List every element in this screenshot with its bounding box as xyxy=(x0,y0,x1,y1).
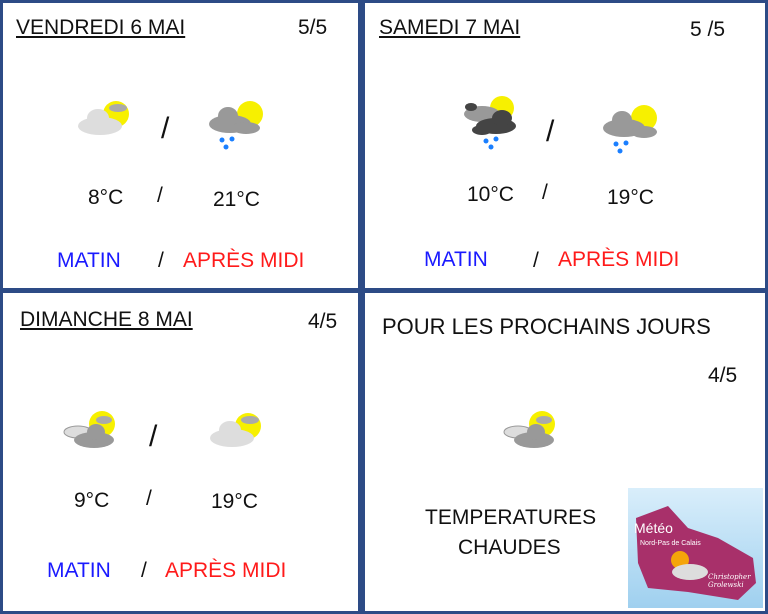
rating: 4/5 xyxy=(308,310,338,333)
day-title: VENDREDI 6 MAI xyxy=(16,16,186,39)
sun-cloud-icon xyxy=(503,411,555,448)
rating: 4/5 xyxy=(708,364,738,387)
rating: 5 /5 xyxy=(690,18,726,41)
logo-author: Christopher Grolewski xyxy=(708,573,751,589)
morning-label: MATIN xyxy=(47,559,111,582)
dark-cloud-rain-icon xyxy=(464,96,516,150)
logo-subtitle: Nord-Pas de Calais xyxy=(640,540,701,547)
separator: / xyxy=(146,487,152,510)
temp-afternoon: 19°C xyxy=(607,186,654,209)
separator: / xyxy=(533,249,539,272)
afternoon-label: APRÈS MIDI xyxy=(165,559,287,582)
day-panel-friday xyxy=(3,3,358,288)
day-title: DIMANCHE 8 MAI xyxy=(20,308,193,331)
temp-morning: 8°C xyxy=(88,186,124,209)
morning-label: MATIN xyxy=(57,249,121,272)
day-panel-saturday xyxy=(365,3,765,288)
outlook-text: CHAUDES xyxy=(458,536,561,559)
temp-morning: 10°C xyxy=(467,183,514,206)
separator: / xyxy=(149,420,158,453)
region-map-logo xyxy=(636,506,756,600)
separator: / xyxy=(161,112,170,145)
separator: / xyxy=(546,115,555,148)
temp-morning: 9°C xyxy=(74,489,110,512)
temp-afternoon: 19°C xyxy=(211,490,258,513)
day-title: SAMEDI 7 MAI xyxy=(379,16,521,39)
afternoon-label: APRÈS MIDI xyxy=(558,248,680,271)
logo-title: Météo xyxy=(634,520,673,536)
rating: 5/5 xyxy=(298,16,328,39)
separator: / xyxy=(542,181,548,204)
separator: / xyxy=(157,184,163,207)
sun-cloud-icon xyxy=(63,411,115,448)
sun-cloud-icon xyxy=(78,101,129,135)
sun-cloud-icon xyxy=(210,413,261,447)
day-panel-sunday xyxy=(3,293,358,611)
meteo-logo: Météo Nord-Pas de Calais Christopher Gro… xyxy=(628,488,763,608)
afternoon-label: APRÈS MIDI xyxy=(183,249,305,272)
morning-label: MATIN xyxy=(424,248,488,271)
outlook-title: POUR LES PROCHAINS JOURS xyxy=(382,314,711,339)
separator: / xyxy=(158,249,164,272)
sun-cloud-rain-icon xyxy=(603,105,657,154)
separator: / xyxy=(141,559,147,582)
sun-cloud-rain-icon xyxy=(209,101,263,150)
outlook-text: TEMPERATURES xyxy=(425,506,597,529)
temp-afternoon: 21°C xyxy=(213,188,260,211)
